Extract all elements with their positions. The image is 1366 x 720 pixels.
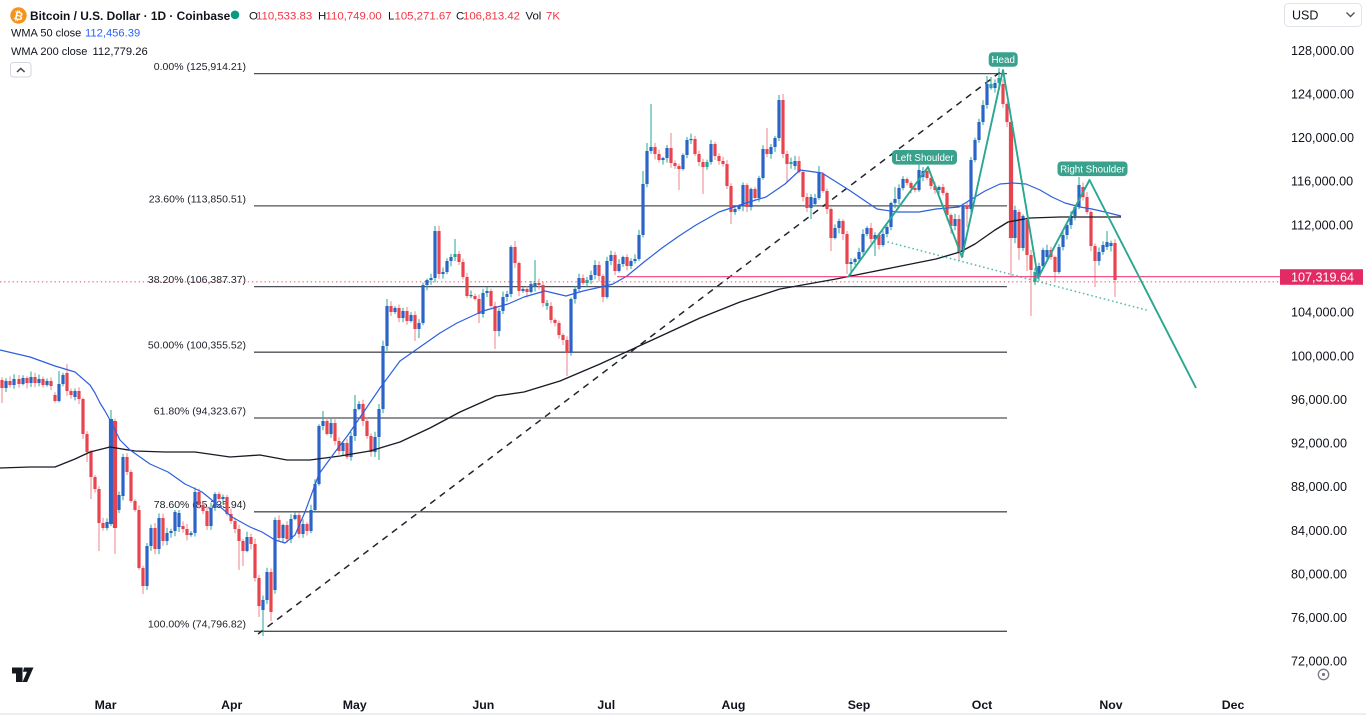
svg-text:₿: ₿ [12,10,24,24]
svg-text:L: L [388,10,394,22]
svg-text:96,000.00: 96,000.00 [1291,393,1347,407]
svg-text:Aug: Aug [721,698,745,712]
svg-text:92,000.00: 92,000.00 [1291,437,1347,451]
svg-text:Head: Head [991,55,1014,66]
svg-text:106,813.42: 106,813.42 [463,10,520,22]
svg-text:104,000.00: 104,000.00 [1291,306,1354,320]
svg-text:Sep: Sep [848,698,871,712]
svg-text:72,000.00: 72,000.00 [1291,655,1347,669]
svg-text:May: May [343,698,367,712]
svg-text:Jul: Jul [597,698,615,712]
svg-text:H: H [318,10,326,22]
svg-text:Jun: Jun [472,698,494,712]
svg-text:Left Shoulder: Left Shoulder [895,153,954,164]
svg-text:WMA 200 close: WMA 200 close [11,46,87,58]
svg-text:C: C [456,10,464,22]
svg-text:O: O [249,10,258,22]
svg-text:Right Shoulder: Right Shoulder [1060,164,1126,175]
svg-text:112,000.00: 112,000.00 [1291,218,1353,232]
svg-text:0.00% (125,914.21): 0.00% (125,914.21) [154,61,246,73]
svg-text:Nov: Nov [1099,698,1122,712]
svg-text:Oct: Oct [972,698,993,712]
svg-text:124,000.00: 124,000.00 [1291,88,1354,102]
svg-text:100,000.00: 100,000.00 [1291,349,1354,363]
svg-text:100.00% (74,796.82): 100.00% (74,796.82) [148,619,246,631]
svg-text:110,533.83: 110,533.83 [256,10,312,22]
svg-text:120,000.00: 120,000.00 [1291,131,1354,145]
svg-text:61.80% (94,323.67): 61.80% (94,323.67) [154,405,246,417]
svg-text:84,000.00: 84,000.00 [1291,524,1347,538]
svg-text:23.60% (113,850.51): 23.60% (113,850.51) [149,193,246,205]
svg-text:Bitcoin / U.S. Dollar · 1D · C: Bitcoin / U.S. Dollar · 1D · Coinbase [30,9,231,23]
svg-text:76,000.00: 76,000.00 [1291,611,1347,625]
svg-text:110,749.00: 110,749.00 [326,10,382,22]
svg-text:112,779.26: 112,779.26 [93,46,148,58]
svg-text:WMA 50 close: WMA 50 close [11,28,81,40]
svg-text:38.20% (106,387.37): 38.20% (106,387.37) [148,274,246,286]
svg-text:105,271.67: 105,271.67 [395,10,452,22]
svg-text:Mar: Mar [95,698,117,712]
svg-text:Dec: Dec [1222,698,1245,712]
svg-text:Apr: Apr [221,698,242,712]
svg-text:80,000.00: 80,000.00 [1291,567,1347,581]
svg-text:128,000.00: 128,000.00 [1291,44,1354,58]
svg-text:7K: 7K [546,10,560,22]
svg-text:50.00% (100,355.52): 50.00% (100,355.52) [148,340,246,352]
svg-text:Vol: Vol [526,10,542,22]
svg-text:112,456.39: 112,456.39 [85,28,140,40]
svg-text:88,000.00: 88,000.00 [1291,480,1347,494]
svg-text:USD: USD [1292,8,1318,22]
svg-text:116,000.00: 116,000.00 [1291,175,1353,189]
svg-text:107,319.64: 107,319.64 [1291,270,1354,284]
